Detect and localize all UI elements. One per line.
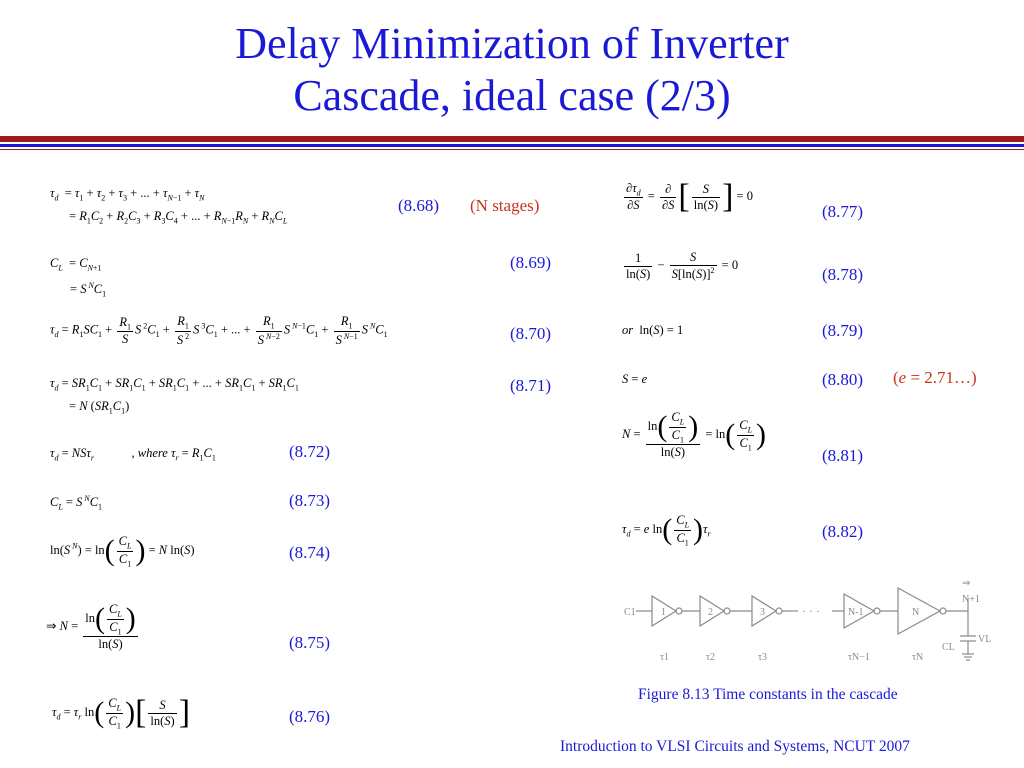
stage-label: 3 (760, 607, 765, 618)
note-e-value: (e = 2.71…) (893, 368, 977, 387)
input-cap-label: C1 (624, 607, 636, 618)
output-node-label: N+1 (962, 594, 980, 605)
equation-number: (8.81) (822, 446, 864, 465)
equation-8-71: τd = SR1C1 + SR1C1 + SR1C1 + ... + SR1C1… (50, 376, 299, 415)
stage-label: 1 (661, 607, 666, 618)
equation-number: (8.78) (822, 265, 864, 284)
tau-label: τ1 (660, 652, 669, 663)
output-arrow-icon: ⇒ (962, 578, 970, 589)
inverter-n-minus-1 (843, 592, 876, 630)
stage-label: N (912, 607, 919, 618)
equation-8-73: CL = S NC1 (50, 494, 103, 512)
equation-number: (8.77) (822, 202, 864, 221)
title-rule-blue (0, 144, 1024, 147)
equation-number: (8.70) (510, 324, 552, 343)
equation-number: (8.69) (510, 253, 552, 272)
equation-8-74: ln(S N) = ln(CL C1) = N ln(S) (50, 534, 195, 568)
load-voltage-label: VL (978, 634, 991, 645)
slide-footer: Introduction to VLSI Circuits and System… (560, 738, 910, 755)
tau-label: τ2 (706, 652, 715, 663)
load-cap-label: CL (942, 642, 955, 653)
tau-label: τ3 (758, 652, 767, 663)
equation-number: (8.76) (289, 707, 331, 726)
inverter-1 (651, 594, 678, 628)
equation-8-82: τd = e ln(CL C1)τr (622, 513, 711, 547)
equation-number: (8.75) (289, 633, 331, 652)
equation-number: (8.73) (289, 491, 331, 510)
equation-number: (8.74) (289, 543, 331, 562)
equation-number: (8.68) (398, 196, 440, 215)
title-line-1: Delay Minimization of Inverter (235, 19, 789, 68)
title-line-2: Cascade, ideal case (2/3) (293, 71, 731, 120)
equation-number: (8.72) (289, 442, 331, 461)
equation-8-79: or ln(S) = 1 (622, 323, 684, 337)
equation-number: (8.80) (822, 370, 864, 389)
title-rule-red (0, 136, 1024, 142)
equation-8-69: CL = CN+1 = S NC1 (50, 256, 107, 299)
equation-number: (8.82) (822, 522, 864, 541)
stage-label: 2 (708, 607, 713, 618)
page-title: Delay Minimization of Inverter Cascade, … (0, 18, 1024, 122)
tau-label: τN (912, 652, 923, 663)
cascade-ellipsis: · · · (802, 604, 820, 618)
equation-8-68: τd = τ1 + τ2 + τ3 + ... + τN−1 + τN = R1… (50, 186, 288, 225)
note-n-stages: (N stages) (470, 196, 540, 215)
title-rule-thin (0, 149, 1024, 150)
inverter-3 (751, 594, 778, 628)
inverter-cascade-figure: C1 1 2 3 · · · N-1 N ⇒ N+1 CL VL τ1 τ2 τ… (624, 578, 991, 663)
equation-8-81: N = ln(CL C1) ln(S) = ln(CL C1) (622, 410, 767, 459)
equation-8-75: ⇒ N = ln(CL C1) ln(S) (46, 602, 138, 651)
equation-8-72: τd = NSτr , where τr = R1C1 (50, 446, 216, 463)
equation-8-80: S = e (622, 372, 648, 386)
figure-caption: Figure 8.13 Time constants in the cascad… (638, 686, 898, 703)
tau-label: τN−1 (848, 652, 870, 663)
equation-number: (8.79) (822, 321, 864, 340)
inverter-2 (699, 594, 726, 628)
stage-label: N-1 (848, 607, 864, 618)
equation-8-78: 1 ln(S) − S S[ln(S)]2 = 0 (624, 250, 739, 282)
equation-number: (8.71) (510, 376, 552, 395)
inverter-n (897, 586, 942, 636)
